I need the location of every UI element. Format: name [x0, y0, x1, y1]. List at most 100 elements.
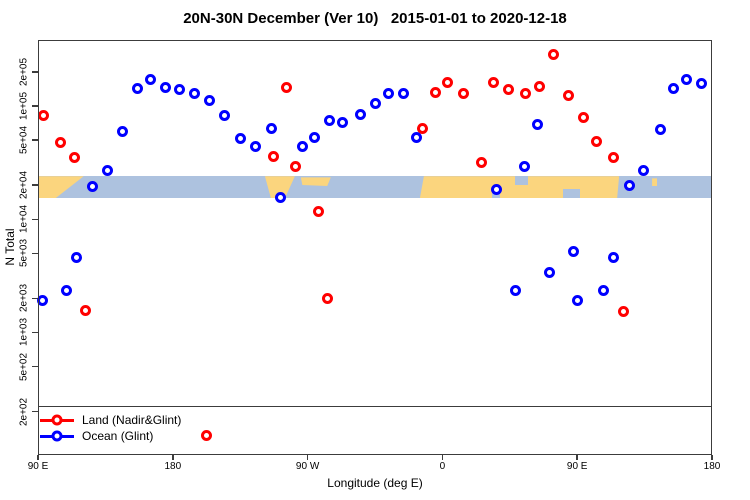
data-point-ocean [249, 140, 261, 152]
data-point-ocean [101, 164, 113, 176]
data-point-ocean [274, 191, 286, 203]
y-tick-label: 5e+03 [18, 239, 30, 268]
x-axis-tick [441, 455, 444, 460]
data-point-land [617, 306, 629, 318]
data-point-ocean [370, 97, 382, 109]
data-point-land [289, 161, 301, 173]
data-point-land [475, 156, 487, 168]
water-notch [515, 176, 528, 186]
data-point-land [280, 81, 292, 93]
y-tick-label: 5e+02 [18, 352, 30, 381]
data-point-land [201, 430, 213, 442]
data-point-ocean [309, 131, 321, 143]
legend-label-land: Land (Nadir&Glint) [82, 413, 182, 427]
data-point-land [590, 135, 602, 147]
y-tick-label: 5e+04 [18, 126, 30, 155]
plot-area: Land (Nadir&Glint) Ocean (Glint) [36, 40, 712, 455]
legend-item-ocean: Ocean (Glint) [40, 428, 181, 444]
data-point-ocean [60, 285, 72, 297]
data-point-ocean [543, 266, 555, 278]
data-point-ocean [219, 110, 231, 122]
data-point-ocean [567, 246, 579, 258]
data-point-ocean [189, 87, 201, 99]
data-point-land [487, 77, 499, 89]
data-point-land [267, 151, 279, 163]
x-tick-label: 180 [164, 461, 182, 472]
x-axis-tick [711, 455, 713, 460]
data-point-ocean [623, 180, 635, 192]
legend-label-ocean: Ocean (Glint) [82, 429, 154, 443]
data-point-land [38, 109, 50, 121]
data-point-ocean [597, 285, 609, 297]
x-axis-title: Longitude (deg E) [327, 476, 423, 490]
data-point-ocean [518, 161, 530, 173]
x-tick-label: 0 [439, 461, 446, 472]
data-point-land [562, 89, 574, 101]
data-point-ocean [667, 82, 679, 94]
data-point-ocean [383, 87, 395, 99]
data-point-ocean [174, 84, 186, 96]
data-point-ocean [491, 183, 503, 195]
data-point-land [519, 87, 531, 99]
data-point-ocean [354, 108, 366, 120]
y-tick-label: 2e+03 [18, 284, 30, 313]
data-point-ocean [411, 131, 423, 143]
data-point-ocean [296, 140, 308, 152]
data-point-land [457, 87, 469, 99]
legend-marker-land [40, 414, 74, 426]
x-tick-label: 90 W [295, 461, 320, 472]
y-axis-tick [32, 252, 38, 255]
legend-box-border [38, 406, 712, 407]
data-point-land [80, 305, 92, 317]
data-point-ocean [323, 115, 335, 127]
x-axis-tick [37, 455, 39, 460]
data-point-ocean [397, 88, 409, 100]
data-point-ocean [265, 122, 277, 134]
data-point-ocean [637, 165, 649, 177]
data-point-land [547, 49, 559, 61]
data-point-land [322, 293, 334, 305]
data-point-ocean [337, 116, 349, 128]
data-point-ocean [572, 295, 584, 307]
data-point-ocean [159, 81, 171, 93]
data-point-land [417, 122, 429, 134]
y-tick-label: 1e+03 [18, 318, 30, 347]
data-point-ocean [532, 118, 544, 130]
data-point-land [533, 80, 545, 92]
data-point-ocean [607, 252, 619, 264]
y-axis-tick [32, 331, 38, 334]
data-point-land [577, 111, 589, 123]
y-axis-tick [32, 297, 38, 300]
y-tick-label: 2e+05 [18, 57, 30, 87]
x-axis-tick [172, 455, 174, 460]
data-point-ocean [681, 73, 693, 85]
land-segment [264, 176, 295, 199]
y-axis-tick [32, 410, 38, 413]
legend-marker-ocean [40, 430, 74, 442]
x-tick-label: 180 [703, 461, 721, 472]
data-point-ocean [116, 125, 128, 137]
data-point-land [502, 83, 514, 95]
y-tick-label: 2e+02 [18, 397, 30, 426]
data-point-ocean [131, 82, 143, 94]
y-axis-tick [32, 184, 38, 186]
y-axis-tick [32, 105, 38, 107]
y-tick-label: 2e+04 [18, 171, 30, 200]
data-point-land [607, 152, 619, 164]
y-tick-label: 1e+05 [18, 92, 30, 121]
data-point-ocean [36, 295, 48, 307]
data-point-ocean [71, 252, 83, 264]
y-axis-title: N Total [3, 228, 17, 266]
data-point-land [312, 205, 324, 217]
data-point-ocean [86, 181, 98, 193]
land-segment [652, 178, 658, 187]
data-point-ocean [234, 132, 246, 144]
data-point-ocean [654, 124, 666, 136]
data-point-land [69, 152, 81, 164]
data-point-land [429, 86, 441, 98]
y-axis-tick [32, 218, 38, 221]
y-tick-label: 1e+04 [18, 205, 30, 234]
legend: Land (Nadir&Glint) Ocean (Glint) [40, 412, 181, 444]
y-axis-tick [32, 365, 38, 368]
